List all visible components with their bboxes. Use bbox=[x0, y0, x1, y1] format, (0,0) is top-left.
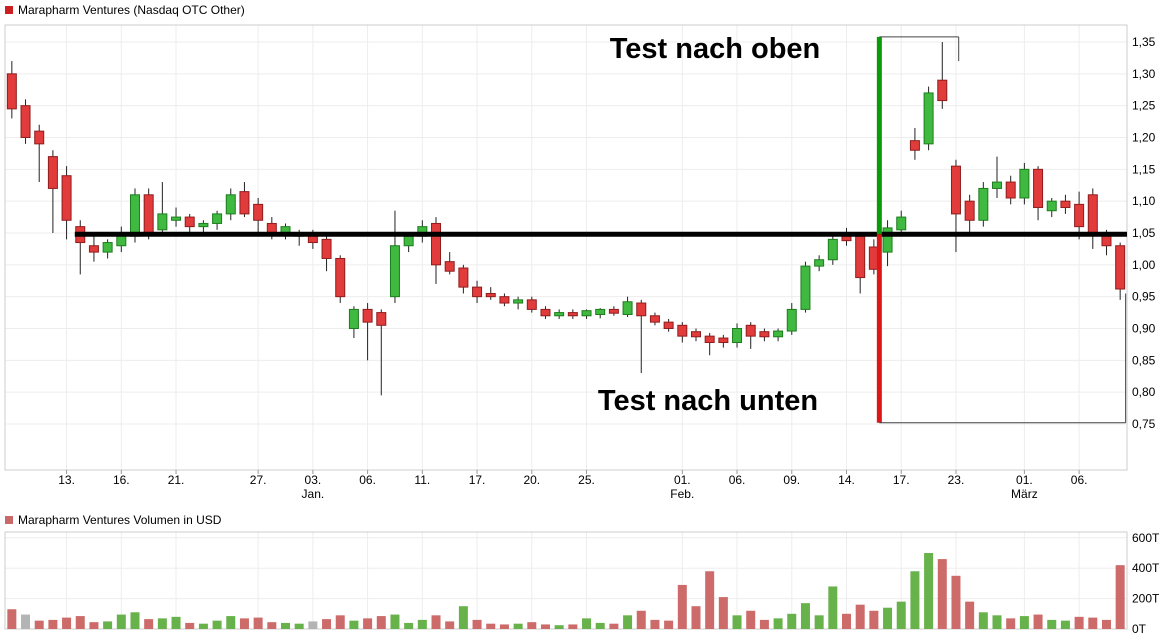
svg-text:06.: 06. bbox=[729, 473, 746, 487]
volume-series-swatch-icon bbox=[5, 516, 13, 524]
svg-text:0,80: 0,80 bbox=[1132, 385, 1156, 399]
svg-text:400T: 400T bbox=[1132, 561, 1160, 575]
svg-text:0T: 0T bbox=[1132, 622, 1147, 633]
svg-text:0,75: 0,75 bbox=[1132, 417, 1156, 431]
svg-text:01.: 01. bbox=[1016, 473, 1033, 487]
svg-text:27.: 27. bbox=[250, 473, 267, 487]
svg-text:11.: 11. bbox=[414, 473, 430, 487]
volume-series-legend: Marapharm Ventures Volumen in USD bbox=[5, 513, 221, 527]
price-series-swatch-icon bbox=[5, 6, 13, 14]
price-series-title: Marapharm Ventures (Nasdaq OTC Other) bbox=[18, 3, 245, 17]
svg-text:1,05: 1,05 bbox=[1132, 226, 1156, 240]
svg-text:1,35: 1,35 bbox=[1132, 35, 1156, 49]
svg-text:1,30: 1,30 bbox=[1132, 67, 1156, 81]
svg-text:März: März bbox=[1011, 487, 1038, 501]
svg-text:20.: 20. bbox=[523, 473, 540, 487]
svg-text:0,90: 0,90 bbox=[1132, 322, 1156, 336]
svg-text:17.: 17. bbox=[893, 473, 910, 487]
svg-text:06.: 06. bbox=[1071, 473, 1088, 487]
svg-text:06.: 06. bbox=[359, 473, 376, 487]
svg-text:1,20: 1,20 bbox=[1132, 131, 1156, 145]
svg-text:1,00: 1,00 bbox=[1132, 258, 1156, 272]
svg-text:21.: 21. bbox=[168, 473, 185, 487]
svg-text:13.: 13. bbox=[58, 473, 75, 487]
svg-text:600T: 600T bbox=[1132, 531, 1160, 545]
price-series-legend: Marapharm Ventures (Nasdaq OTC Other) bbox=[5, 3, 245, 17]
svg-text:0,85: 0,85 bbox=[1132, 353, 1156, 367]
svg-text:Feb.: Feb. bbox=[670, 487, 694, 501]
svg-text:09.: 09. bbox=[783, 473, 800, 487]
volume-series-title: Marapharm Ventures Volumen in USD bbox=[18, 513, 222, 527]
svg-text:23.: 23. bbox=[948, 473, 965, 487]
svg-text:03.: 03. bbox=[305, 473, 322, 487]
annotation-test-nach-oben: Test nach oben bbox=[609, 33, 821, 65]
svg-text:1,10: 1,10 bbox=[1132, 194, 1156, 208]
svg-text:01.: 01. bbox=[674, 473, 691, 487]
svg-text:1,25: 1,25 bbox=[1132, 99, 1156, 113]
svg-text:0,95: 0,95 bbox=[1132, 290, 1156, 304]
svg-text:17.: 17. bbox=[469, 473, 486, 487]
svg-text:200T: 200T bbox=[1132, 592, 1160, 606]
svg-text:Jan.: Jan. bbox=[302, 487, 325, 501]
svg-text:1,15: 1,15 bbox=[1132, 162, 1156, 176]
annotation-test-nach-unten: Test nach unten bbox=[597, 385, 819, 417]
svg-text:25.: 25. bbox=[578, 473, 595, 487]
svg-text:14.: 14. bbox=[838, 473, 855, 487]
svg-text:16.: 16. bbox=[113, 473, 130, 487]
